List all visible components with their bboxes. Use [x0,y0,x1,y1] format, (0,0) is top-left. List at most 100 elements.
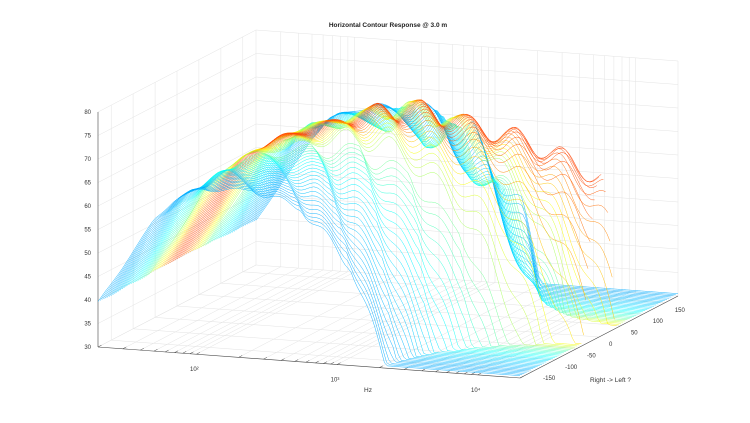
series-line [161,115,584,336]
series-line [106,182,529,372]
series-line [214,104,637,316]
series-line [181,100,604,257]
x-tick-mark [435,369,439,373]
series-line [141,150,564,354]
series-line [240,107,663,302]
series-line [168,108,591,265]
series-line [113,178,536,368]
grid-line [198,294,621,326]
series-line [119,173,542,365]
x-tick-mark [403,367,408,370]
x-tick-mark [336,362,341,365]
chart-title: Horizontal Contour Response @ 3.0 m [329,22,448,29]
series-line [157,122,580,346]
x-tick-mark [182,351,187,354]
grid-line [242,271,665,304]
x-tick-mark [305,360,310,363]
z-tick-label: 40 [84,298,91,304]
x-tick-mark [315,360,319,364]
grid-line [255,53,679,85]
series-line [104,183,527,373]
z-tick-label: 75 [84,134,91,140]
series-line [203,101,626,322]
x-axis-line [97,346,521,379]
series-line [172,105,595,262]
series-line [154,125,578,347]
x-tick-mark [122,346,127,350]
z-tick-label: 60 [84,204,91,210]
z-tick-label: 65 [84,181,91,187]
y-axis-label: Right -> Left ? [590,377,631,384]
series-line [163,113,587,300]
series-line [121,170,545,364]
series-line [108,180,532,371]
x-tick-mark [280,358,285,361]
x-tick-mark [463,371,468,375]
series-line [126,166,549,362]
grid-line [255,264,679,297]
x-tick-mark [421,368,426,371]
z-tick-label: 35 [84,322,91,328]
x-axis-label: Hz [364,387,372,394]
series-line [222,107,646,311]
series-line [117,175,540,366]
series-line [111,179,534,370]
series-line [97,187,521,376]
grid-line [133,328,556,361]
x-tick-mark [379,365,383,368]
series-line [187,99,611,254]
x-tick-mark [446,370,451,373]
grid-line [176,305,600,338]
y-tick-label: -100 [565,365,578,371]
series-line [159,119,582,345]
x-tick-mark [471,372,475,375]
y-tick-label: -50 [587,353,596,359]
series-line [238,107,661,304]
grid-line [255,147,679,179]
y-tick-label: -150 [543,376,556,382]
x-tick-mark [97,344,102,348]
y-tick-label: 50 [631,331,638,337]
grid-line [255,194,679,226]
series-line [148,143,571,350]
x-tick-mark [330,362,335,365]
grid-line [255,29,679,62]
series-line [124,168,547,363]
x-tick-mark [477,372,482,376]
series-line [209,104,632,318]
z-tick-label: 80 [84,110,91,116]
x-tick-label: 10³ [331,378,340,384]
x-tick-mark [519,375,524,379]
grid-line [255,241,679,273]
series-line [115,176,538,367]
x-tick-mark [238,355,243,358]
y-tick-label: 150 [675,308,686,314]
x-tick-mark [196,352,200,355]
grid-line [220,282,643,315]
series-line [100,186,523,375]
x-tick-mark [174,350,179,353]
x-tick-label: 10² [190,367,199,373]
x-tick-mark [455,371,460,374]
axes [97,112,679,379]
y-tick-label: 100 [653,319,664,325]
z-tick-label: 45 [84,275,91,281]
series-line [170,106,593,263]
x-tick-mark [164,349,169,353]
y-tick-label: 0 [609,342,613,348]
series-line [128,164,551,360]
grid-line [155,317,578,349]
series-line [165,110,589,269]
z-tick-label: 55 [84,228,91,234]
grid-line [255,76,679,109]
x-tick-mark [189,351,194,354]
series-lines [97,99,679,376]
tick-labels: 30 35 40 45 50 55 60 65 70 75 80 10² 10³ 10⁴ -150 -100 -… [84,110,685,394]
series-line [207,104,630,319]
series-line [249,105,672,298]
x-tick-mark [323,361,327,364]
z-tick-label: 30 [84,345,91,351]
y-axis-line [519,295,679,379]
x-tick-mark [153,349,158,352]
